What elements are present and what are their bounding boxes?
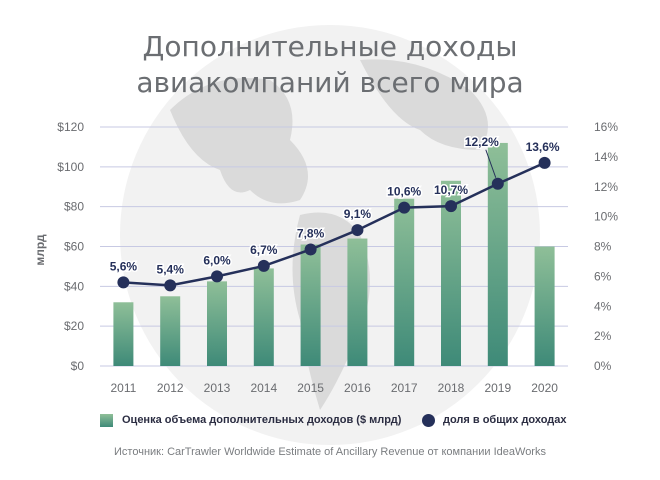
x-tick-label: 2015 <box>297 381 324 395</box>
data-label: 6,0% <box>203 253 231 267</box>
x-tick-label: 2020 <box>531 381 558 395</box>
bar <box>347 238 368 366</box>
x-tick-label: 2016 <box>344 381 371 395</box>
line-point <box>398 201 411 214</box>
y-right-tick-label: 8% <box>594 240 612 254</box>
bar <box>253 268 274 366</box>
y-right-tick-label: 2% <box>594 329 612 343</box>
data-label: 13,6% <box>526 140 560 154</box>
chart-title-line-1: Дополнительные доходы <box>142 30 518 63</box>
data-label: 7,8% <box>297 226 325 240</box>
y-right-tick-label: 4% <box>594 299 612 313</box>
data-label: 5,6% <box>110 259 138 273</box>
y-right-tick-label: 14% <box>594 150 618 164</box>
legend-line-label: доля в общих доходах <box>443 414 567 426</box>
data-label: 9,1% <box>344 207 372 221</box>
bar <box>394 198 415 366</box>
x-tick-label: 2017 <box>391 381 418 395</box>
data-label: 5,4% <box>157 262 185 276</box>
line-point <box>445 200 457 213</box>
chart-title-line-2: авиакомпаний всего мира <box>136 66 524 99</box>
bar <box>534 246 555 366</box>
data-label: 12,2% <box>465 135 499 149</box>
y-left-tick-label: $20 <box>64 319 84 333</box>
bar <box>300 244 321 366</box>
line-point <box>304 243 317 256</box>
line-point <box>117 276 130 289</box>
legend-bar-swatch <box>100 414 113 427</box>
line-point <box>211 270 223 283</box>
data-label: 10,6% <box>387 185 421 199</box>
x-tick-label: 2012 <box>157 381 184 395</box>
y-right-tick-label: 12% <box>594 180 618 194</box>
data-label-leader <box>485 149 497 178</box>
bar <box>160 296 181 366</box>
y-left-tick-label: $0 <box>71 359 85 373</box>
y-left-tick-label: $60 <box>64 240 84 254</box>
y-right-tick-label: 10% <box>594 210 618 224</box>
y-left-tick-label: $100 <box>57 160 84 174</box>
legend-bar-label: Оценка объема дополнительных доходов ($ … <box>122 414 402 426</box>
legend-line-swatch <box>422 414 435 427</box>
y-axis-label: млрд <box>33 234 47 266</box>
data-label: 10,7% <box>434 183 468 197</box>
bar <box>441 180 461 366</box>
y-left-tick-label: $120 <box>57 120 84 134</box>
x-tick-label: 2013 <box>204 381 231 395</box>
x-tick-label: 2018 <box>438 381 465 395</box>
y-left-tick-label: $80 <box>64 200 84 214</box>
y-right-tick-label: 16% <box>594 120 618 134</box>
bar <box>207 281 227 366</box>
x-tick-label: 2014 <box>250 381 277 395</box>
line-point <box>538 156 551 169</box>
bar <box>487 142 508 366</box>
y-left-tick-label: $40 <box>64 279 84 293</box>
line-point <box>491 177 504 190</box>
share-line <box>123 161 546 287</box>
y-right-tick-label: 6% <box>594 269 612 283</box>
bar <box>113 302 134 366</box>
line-point <box>164 279 177 292</box>
line-point <box>351 224 364 237</box>
data-label: 6,7% <box>250 243 278 257</box>
y-right-tick-label: 0% <box>594 359 612 373</box>
x-tick-label: 2011 <box>110 381 136 395</box>
source-note: Источник: CarTrawler Worldwide Estimate … <box>114 446 546 458</box>
x-tick-label: 2019 <box>484 381 511 395</box>
line-point <box>257 259 270 272</box>
